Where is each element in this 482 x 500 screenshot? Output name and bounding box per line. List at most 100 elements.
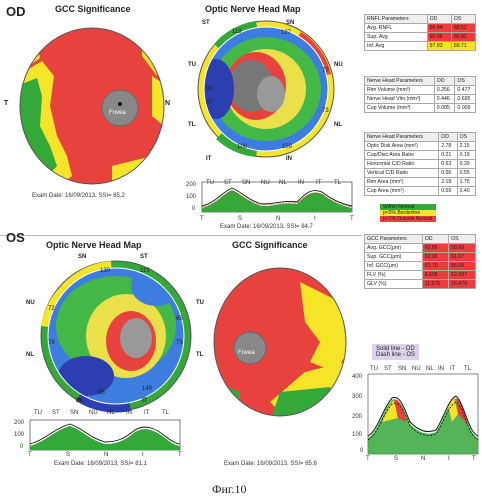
- table-row: Cup/Disc Area Ratio 0.21 0.19: [363, 150, 477, 160]
- disc-cell: Rim Area (mm²): [363, 177, 440, 187]
- os-onh-title: Optic Nerve Head Map: [46, 240, 142, 250]
- nh-cell: Nerve Head Vlm (mm³): [364, 94, 435, 104]
- tsnit-big-x-i: I: [448, 456, 450, 462]
- tsnit-big-sector-in: IN: [438, 366, 444, 372]
- od-onh-value-sn: 127: [281, 30, 292, 36]
- table-row: Avg. GCC(μm) 62.86 58.68: [364, 243, 476, 253]
- od-tsnit-sector-tl: TL: [334, 180, 342, 186]
- gcc-cell: 11.576: [421, 279, 450, 289]
- od-onh-label-nu: NU: [334, 62, 343, 68]
- table-row: Nerve Head Vlm (mm³) 0.446 0.695: [364, 94, 476, 104]
- tsnit-big-x-t2: T: [472, 456, 476, 462]
- rnfl-cell: Avg. RNFL: [364, 23, 428, 33]
- disc-cell: 0.55: [456, 168, 477, 178]
- disc-cell: 2.78: [438, 141, 458, 151]
- nh-cell: 0.009: [454, 103, 476, 113]
- gcc-cell: 16.479: [448, 279, 476, 289]
- od-onh-label-st: ST: [202, 20, 210, 26]
- os-fovea-label: Fovea: [238, 350, 255, 356]
- nh-cell: Cup Volume (mm³): [364, 103, 435, 113]
- table-row: FLV (%) 6.608 12.097: [364, 270, 476, 280]
- os-onh-label-nu: NU: [26, 300, 35, 306]
- od-onh-title: Optic Nerve Head Map: [205, 4, 301, 14]
- od-onh-value-in: 159: [282, 144, 293, 150]
- od-tsnit-ytick-100: 100: [186, 194, 197, 200]
- tsnit-big-x-t1: T: [366, 456, 370, 462]
- tsnit-big-x-s: S: [394, 456, 399, 462]
- od-onh-value-nl: 73: [322, 108, 329, 114]
- legend-solid-od: Solid line - OD: [376, 346, 415, 352]
- row-separator: [0, 235, 362, 236]
- disc-header-os: OS: [456, 132, 477, 142]
- figure-caption: Фиг.10: [212, 482, 247, 496]
- nh-header-param: Nerve Head Parameters: [364, 76, 435, 86]
- os-tsnit-x-n: N: [104, 452, 109, 458]
- os-onh-label-st: ST: [140, 254, 148, 260]
- table-row: Sup. GCC(μm) 62.06 61.07: [364, 252, 476, 262]
- od-onh-label-it: IT: [206, 156, 212, 162]
- gcc-header-param: GCC Parameters: [364, 234, 423, 244]
- od-tsnit-x-s: S: [238, 216, 243, 222]
- table-row: Inf. GCC(μm) 63.70 56.09: [364, 261, 476, 271]
- od-tsnit-x-i: I: [314, 216, 316, 222]
- tsnit-big-sector-nu: NU: [412, 366, 421, 372]
- os-tsnit-sector-nu: NU: [89, 410, 98, 416]
- od-tsnit-x-t1: T: [200, 216, 204, 222]
- od-onh-value-it: 100: [237, 144, 248, 150]
- os-tsnit-ytick-100: 100: [14, 432, 25, 438]
- os-tsnit-sector-st: ST: [52, 410, 60, 416]
- tsnit-big-sector-st: ST: [384, 366, 392, 372]
- table-row: Inf. Avg 97.83 89.71: [364, 41, 477, 51]
- os-tsnit-sector-sn: SN: [70, 410, 79, 416]
- nh-cell: 0.256: [433, 85, 456, 95]
- od-gcc-side-n: N: [165, 100, 171, 107]
- nh-cell: Rim Volume (mm³): [364, 85, 435, 95]
- rnfl-cell: 89.71: [450, 41, 477, 51]
- rnfl-cell: 86.82: [450, 32, 477, 42]
- tsnit-big-ytick-100: 100: [352, 432, 363, 438]
- od-tsnit-ytick-0: 0: [192, 206, 196, 212]
- os-onh-label-tu: TU: [196, 300, 204, 306]
- table-row: GLV (%) 11.576 16.479: [364, 279, 476, 289]
- od-fovea-label: Fovea: [109, 110, 126, 116]
- rnfl-cell: 95.06: [426, 32, 452, 42]
- od-tsnit-ytick-200: 200: [186, 182, 197, 188]
- rnfl-cell: Sup. Avg: [364, 32, 428, 42]
- tsnit-big-sector-nl: NL: [426, 366, 434, 372]
- tsnit-comparison-chart: TU ST SN NU NL IN IT TL 400 300 200 100 …: [352, 366, 480, 468]
- table-row: Rim Volume (mm³) 0.256 0.477: [364, 85, 476, 95]
- table-row: Cup Volume (mm³) 0.085 0.009: [364, 103, 476, 113]
- os-tsnit-sector-tu: TU: [34, 410, 42, 416]
- legend-borderline: p<5% Borderline: [380, 210, 436, 216]
- tsnit-big-sector-it: IT: [450, 366, 456, 372]
- os-tsnit-sector-it: IT: [144, 410, 150, 416]
- rnfl-header-os: OS: [450, 14, 477, 24]
- os-onh-value-in: 96: [98, 390, 105, 396]
- rnfl-cell: 97.83: [426, 41, 452, 51]
- disc-header-od: OD: [438, 132, 458, 142]
- disc-cell: Cup Area (mm²): [363, 186, 440, 196]
- os-tsnit-ytick-200: 200: [14, 420, 25, 426]
- os-onh-label-nl: NL: [26, 352, 34, 358]
- nh-cell: 0.695: [454, 94, 476, 104]
- gcc-cell: 63.70: [421, 261, 450, 271]
- tsnit-big-sector-sn: SN: [398, 366, 407, 372]
- rnfl-header-od: OD: [426, 14, 452, 24]
- os-eye-label: OS: [6, 230, 25, 245]
- os-onh-value-nu: 72: [48, 306, 55, 312]
- gcc-cell: Inf. GCC(μm): [364, 261, 423, 271]
- os-tsnit-sector-in: IN: [126, 410, 132, 416]
- od-onh-value-tu: 92: [206, 86, 213, 92]
- line-style-legend: Solid line - OD Dash line - OS: [372, 344, 420, 360]
- tsnit-big-ytick-0: 0: [360, 448, 364, 454]
- os-onh-value-tu: 65: [176, 316, 183, 322]
- disc-cell: 0.39: [456, 159, 477, 169]
- os-gcc-title: GCC Significance: [232, 240, 308, 250]
- disc-cell: 0.59: [438, 186, 458, 196]
- gcc-parameters-table: GCC Parameters OD OS Avg. GCC(μm) 62.86 …: [364, 234, 476, 289]
- disc-parameters-table: Nerve Head Parameters OD OS Optic Disk A…: [363, 132, 477, 196]
- od-onh-map: [197, 20, 335, 158]
- gcc-header-os: OS: [448, 234, 476, 244]
- disc-cell: Cup/Disc Area Ratio: [363, 150, 440, 160]
- nh-cell: 0.446: [433, 94, 456, 104]
